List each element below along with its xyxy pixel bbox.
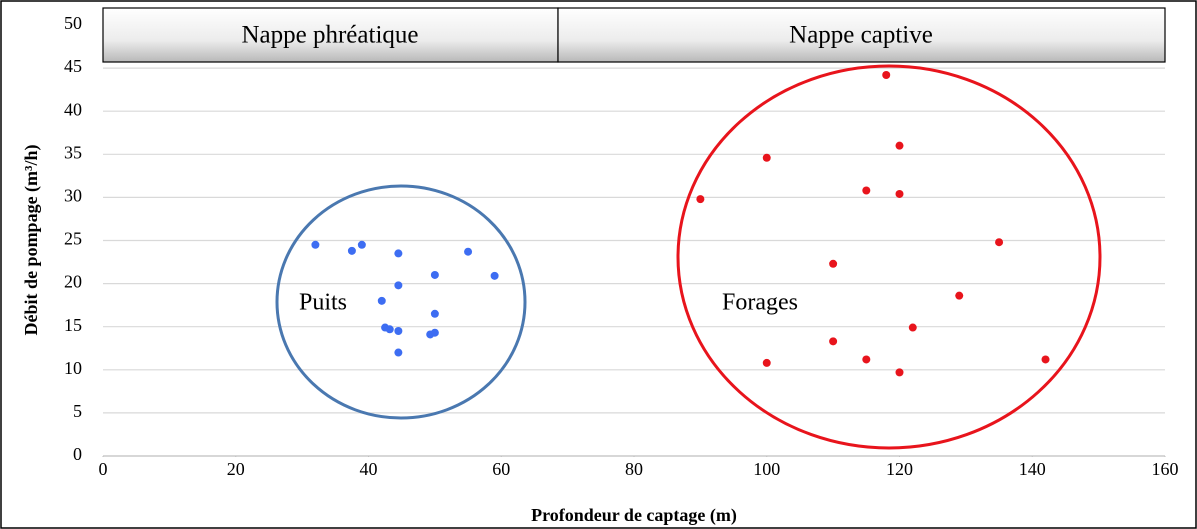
y-tick-label: 25 <box>64 229 82 249</box>
group-label: Forages <box>722 290 798 316</box>
x-tick-label: 140 <box>1019 459 1046 479</box>
point <box>862 355 871 364</box>
point <box>895 141 904 150</box>
point <box>430 309 439 318</box>
point <box>895 368 904 377</box>
point <box>490 271 499 280</box>
y-tick-label: 35 <box>64 142 82 162</box>
point <box>829 337 838 346</box>
group-label: Puits <box>299 290 347 316</box>
x-tick-label: 40 <box>360 459 378 479</box>
point <box>908 323 917 332</box>
point <box>430 328 439 337</box>
point <box>394 281 403 290</box>
y-tick-label: 40 <box>64 99 82 119</box>
point <box>762 358 771 367</box>
header-box <box>102 7 559 63</box>
header-label: Nappe captive <box>789 22 933 49</box>
marks <box>311 70 1050 377</box>
point <box>347 246 356 255</box>
point <box>1041 355 1050 364</box>
y-tick-label: 20 <box>64 272 82 292</box>
x-tick-label: 100 <box>753 459 780 479</box>
group-ellipse <box>275 184 527 420</box>
header-box <box>557 7 1166 63</box>
point <box>377 296 386 305</box>
point <box>394 327 403 336</box>
x-axis-title: Profondeur de captage (m) <box>531 505 737 526</box>
point <box>995 238 1004 247</box>
point <box>696 195 705 204</box>
point <box>394 249 403 258</box>
x-tick-label: 160 <box>1152 459 1179 479</box>
point <box>357 240 366 249</box>
y-tick-label: 45 <box>64 56 82 76</box>
y-tick-label: 0 <box>73 444 82 464</box>
y-axis-title: Débit de pompage (m³/h) <box>21 145 42 336</box>
point <box>311 240 320 249</box>
header-label: Nappe phréatique <box>241 22 418 49</box>
point <box>464 247 473 256</box>
point <box>895 189 904 198</box>
y-tick-label: 30 <box>64 186 82 206</box>
y-tick-label: 10 <box>64 358 82 378</box>
x-tick-label: 0 <box>99 459 108 479</box>
x-tick-label: 20 <box>227 459 245 479</box>
point <box>762 153 771 162</box>
y-tick-label: 5 <box>73 401 82 421</box>
point <box>955 291 964 300</box>
point <box>385 325 394 334</box>
y-tick-label: 15 <box>64 315 82 335</box>
point <box>829 259 838 268</box>
group-ellipse <box>676 64 1102 450</box>
point <box>394 348 403 357</box>
y-tick-label: 50 <box>64 13 82 33</box>
x-tick-label: 120 <box>886 459 913 479</box>
point <box>862 186 871 195</box>
x-tick-label: 60 <box>492 459 510 479</box>
point <box>882 70 891 79</box>
x-tick-label: 80 <box>625 459 643 479</box>
point <box>430 270 439 279</box>
